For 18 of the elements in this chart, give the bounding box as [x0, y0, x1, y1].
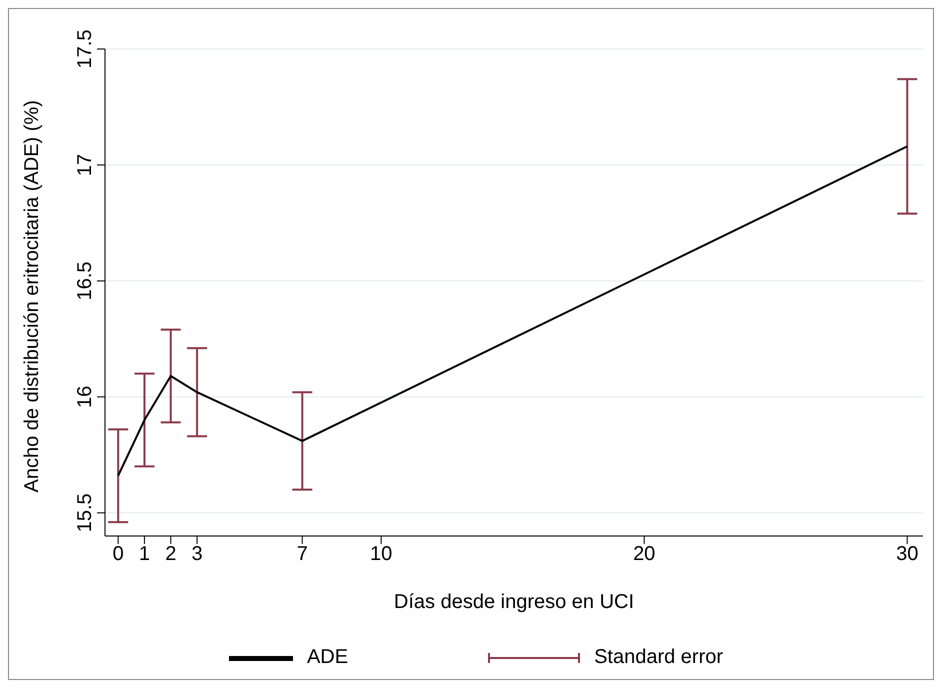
x-tick-label: 30 [896, 543, 918, 566]
x-tick-label: 3 [191, 543, 203, 566]
y-tick-label: 17.5 [74, 30, 96, 68]
y-tick-label: 15.5 [74, 493, 96, 532]
x-tick-label: 20 [633, 543, 656, 566]
x-tick-label: 10 [370, 543, 392, 566]
x-tick-label: 0 [112, 543, 124, 566]
y-tick-label: 16 [74, 386, 96, 408]
legend-label: ADE [306, 646, 348, 669]
y-tick-label: 17 [74, 154, 96, 176]
x-tick-label: 7 [296, 543, 308, 566]
line-series [117, 145, 908, 477]
x-tick-label: 2 [165, 543, 176, 566]
y-axis-title: Ancho de distribución eritrocitaria (ADE) (%) [21, 100, 44, 492]
y-tick-label: 16.5 [74, 261, 96, 300]
x-axis-title: Días desde ingreso en UCI [394, 591, 634, 613]
text: Standard error [594, 646, 724, 669]
x-tick-label: 1 [138, 543, 150, 566]
